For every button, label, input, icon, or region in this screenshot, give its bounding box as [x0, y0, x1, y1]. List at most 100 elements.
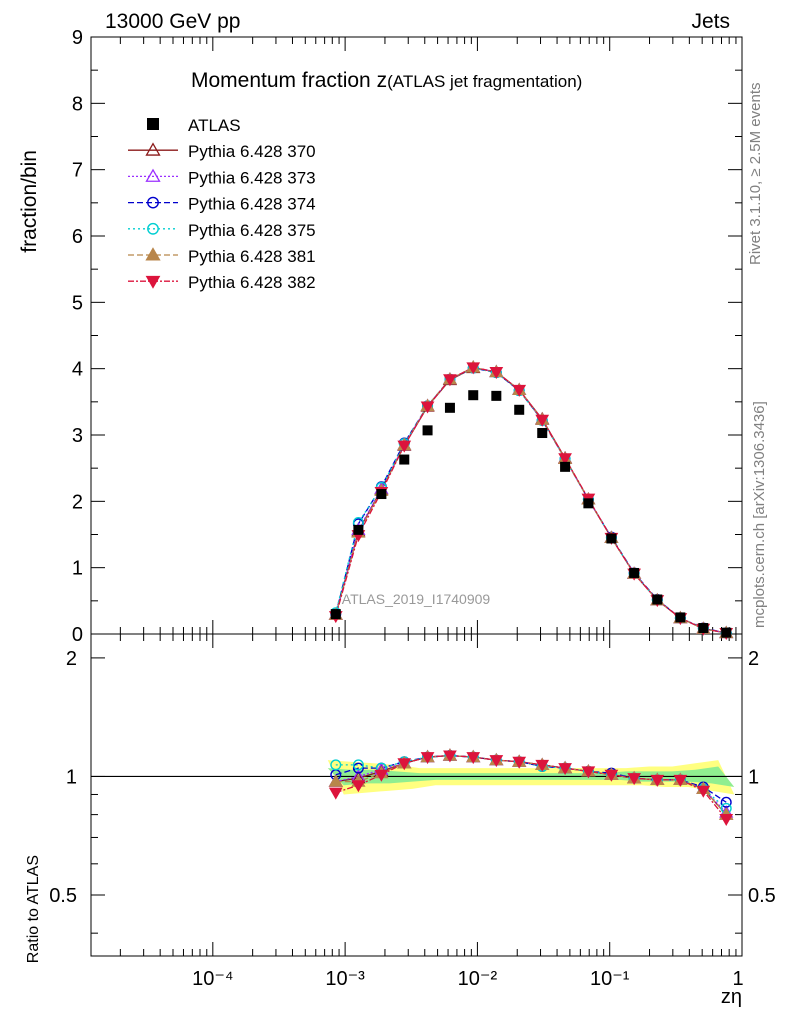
- ratio-series-point: [397, 758, 412, 771]
- atlas-data-point: [514, 404, 525, 415]
- ratio-series-point: [352, 762, 364, 774]
- ratio-series-point: [696, 785, 711, 798]
- main-y-tick-label: 8: [72, 93, 83, 115]
- legend-marker: [145, 168, 161, 182]
- ratio-series-point: [627, 773, 642, 786]
- ratio-axes: 0.5 0.5 1 1 2 2 10⁻⁴ 10⁻³ 10⁻² 10⁻¹ 1: [49, 633, 776, 990]
- ratio-series-point: [466, 752, 481, 765]
- legend-label: Pythia 6.428 370: [188, 142, 316, 161]
- main-series-point: [443, 374, 457, 387]
- legend-label: Pythia 6.428 375: [188, 221, 316, 240]
- atlas-data-point: [399, 454, 410, 465]
- header-process: Jets: [691, 10, 730, 33]
- ratio-series-point: [719, 813, 734, 826]
- main-series-point: [558, 453, 572, 466]
- main-series-point: [397, 440, 412, 453]
- ratio-series-point: [558, 763, 572, 776]
- ratio-series-group: [328, 748, 734, 826]
- atlas-data-point: [675, 612, 686, 623]
- ratio-y-tick-label-right: 1: [748, 766, 759, 788]
- atlas-data-point: [606, 533, 617, 544]
- atlas-data-point: [491, 390, 502, 401]
- side-label-rivet: Rivet 3.1.10, ≥ 2.5M events: [747, 83, 764, 266]
- ratio-series-point: [351, 780, 366, 793]
- main-series-point: [420, 401, 435, 414]
- legend-label: Pythia 6.428 374: [188, 195, 316, 214]
- atlas-data-point: [353, 524, 364, 535]
- legend-label: Pythia 6.428 381: [188, 247, 316, 266]
- atlas-data-point: [560, 461, 571, 472]
- main-y-tick-label: 3: [72, 425, 83, 447]
- main-y-tick-label: 9: [72, 27, 83, 49]
- ratio-y-tick-label-left: 2: [66, 648, 77, 670]
- atlas-data-point: [468, 390, 479, 401]
- chart-title: Momentum fraction z(ATLAS jet fragmentat…: [191, 69, 582, 92]
- ratio-series-point: [489, 755, 504, 768]
- ratio-y-tick-label-left: 1: [66, 766, 77, 788]
- legend-marker-atlas: [147, 118, 159, 130]
- atlas-data-point: [721, 627, 732, 638]
- ratio-y-tick-label-right: 2: [748, 648, 759, 670]
- x-tick-label: 1: [732, 968, 743, 990]
- legend-marker: [145, 247, 161, 261]
- ratio-series-point: [330, 759, 342, 771]
- main-y-tick-label: 2: [72, 491, 83, 513]
- main-y-tick-label: 1: [72, 558, 83, 580]
- ratio-series-point: [673, 774, 688, 787]
- atlas-data-point: [629, 567, 640, 578]
- main-series-point: [466, 362, 481, 375]
- atlas-data-point: [376, 489, 387, 500]
- legend-marker: [145, 275, 161, 289]
- chart-title-sub: (ATLAS jet fragmentation): [387, 72, 582, 91]
- legend-label-atlas: ATLAS: [188, 116, 241, 135]
- chart-title-main: Momentum fraction z: [191, 69, 387, 92]
- main-series-point: [489, 366, 504, 379]
- ratio-y-tick-label-right: 0.5: [748, 885, 776, 907]
- ratio-series-point: [328, 774, 343, 787]
- main-y-tick-label: 0: [72, 624, 83, 646]
- x-tick-label: 10⁻³: [325, 968, 365, 990]
- ratio-series-point: [581, 766, 596, 779]
- legend-marker: [145, 142, 161, 156]
- ratio-frame: [90, 633, 743, 957]
- legend-label: Pythia 6.428 373: [188, 168, 316, 187]
- ratio-plot-area: [91, 760, 742, 795]
- ratio-series-point: [352, 759, 364, 771]
- atlas-data-point: [698, 623, 709, 634]
- main-y-tick-label: 4: [72, 359, 83, 381]
- ratio-y-axis-label: Ratio to ATLAS: [25, 855, 42, 963]
- legend: ATLAS Pythia 6.428 370 Pythia 6.428 373 Pyt…: [128, 116, 316, 292]
- atlas-data-point: [444, 402, 455, 413]
- atlas-data-point: [652, 594, 663, 605]
- ratio-series-point: [512, 756, 527, 769]
- main-y-tick-label: 7: [72, 160, 83, 182]
- legend-label: Pythia 6.428 382: [188, 273, 316, 292]
- main-series-group: [328, 360, 734, 641]
- legend-marker: [147, 196, 159, 209]
- atlas-data-point: [422, 425, 433, 436]
- analysis-watermark: ATLAS_2019_I1740909: [342, 591, 491, 607]
- ratio-series-point: [420, 752, 435, 765]
- ratio-series-point: [650, 774, 665, 787]
- atlas-data-point: [330, 609, 341, 620]
- side-label-mcplots: mcplots.cern.ch [arXiv:1306.3436]: [751, 401, 768, 628]
- main-series-point: [535, 414, 550, 427]
- x-tick-label: 10⁻⁴: [192, 968, 233, 990]
- header-energy: 13000 GeV pp: [105, 10, 240, 33]
- x-axis-label: zη: [721, 986, 742, 1008]
- main-y-tick-label: 6: [72, 226, 83, 248]
- main-y-tick-label: 5: [72, 292, 83, 314]
- ratio-series-point: [374, 769, 389, 782]
- main-y-axis-label: fraction/bin: [18, 150, 41, 253]
- x-tick-label: 10⁻¹: [590, 968, 630, 990]
- ratio-series-point: [535, 759, 550, 772]
- ratio-series-point: [604, 769, 619, 782]
- legend-marker: [147, 222, 159, 235]
- ratio-series-point: [443, 750, 457, 763]
- main-series-point: [512, 384, 527, 397]
- ratio-series-point: [328, 787, 343, 800]
- x-tick-label: 10⁻²: [458, 968, 498, 990]
- main-axes: 0 1 2 3 4 5 6 7 8 9: [72, 27, 743, 646]
- ratio-series-point: [720, 796, 732, 808]
